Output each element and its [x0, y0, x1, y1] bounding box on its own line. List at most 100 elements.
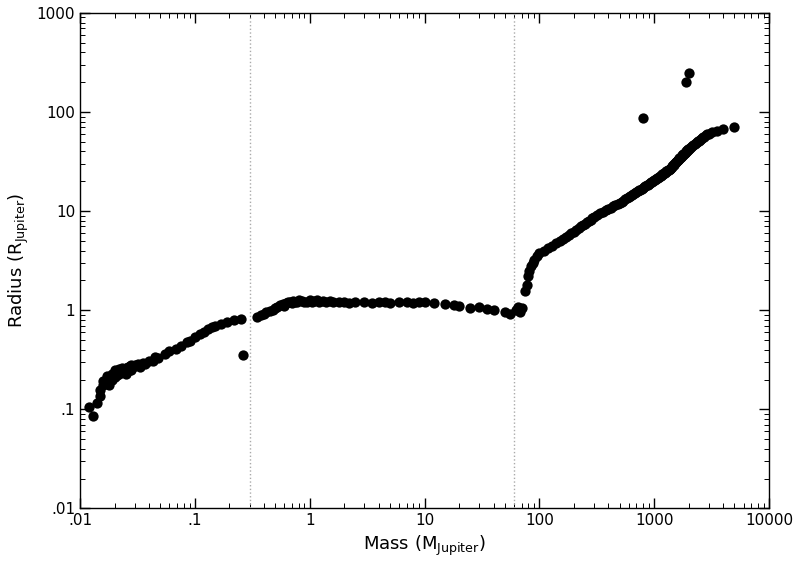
Point — [108, 373, 121, 382]
Point — [378, 298, 391, 307]
Point — [269, 303, 282, 312]
Point — [308, 296, 321, 305]
Point — [655, 171, 668, 180]
Point — [696, 133, 709, 142]
Point — [682, 68, 695, 77]
Point — [553, 237, 566, 246]
Point — [683, 144, 696, 153]
Point — [407, 298, 420, 307]
Point — [674, 153, 686, 162]
Point — [97, 376, 110, 385]
Point — [605, 203, 618, 212]
Point — [624, 192, 637, 201]
Point — [255, 311, 268, 320]
Point — [615, 197, 628, 206]
Point — [115, 364, 128, 373]
Point — [129, 360, 142, 370]
Point — [158, 349, 171, 358]
Point — [634, 185, 647, 194]
Point — [574, 222, 587, 231]
Point — [687, 141, 700, 150]
Point — [180, 337, 193, 346]
Point — [633, 186, 646, 195]
Point — [94, 386, 106, 395]
Point — [670, 158, 682, 167]
Point — [653, 172, 666, 181]
Point — [234, 314, 247, 323]
Point — [125, 360, 138, 370]
Point — [546, 241, 559, 250]
Point — [509, 306, 522, 315]
Point — [170, 344, 182, 353]
Point — [578, 219, 591, 228]
Point — [301, 298, 314, 307]
Point — [688, 140, 701, 149]
Point — [110, 366, 123, 375]
Point — [658, 168, 671, 177]
Point — [670, 157, 683, 166]
Point — [675, 151, 688, 160]
Point — [94, 392, 106, 401]
Point — [139, 360, 152, 369]
Point — [662, 165, 675, 174]
Point — [108, 366, 121, 375]
Point — [680, 146, 693, 155]
Point — [338, 297, 350, 306]
Point — [584, 215, 597, 224]
Point — [690, 138, 703, 147]
Point — [525, 262, 538, 271]
Point — [637, 183, 650, 192]
Point — [278, 302, 290, 311]
Point — [333, 298, 346, 307]
Point — [303, 295, 316, 304]
Point — [503, 309, 516, 318]
Point — [660, 167, 673, 176]
Point — [670, 157, 682, 166]
Point — [717, 124, 730, 133]
Point — [326, 297, 339, 306]
Point — [393, 297, 406, 306]
Point — [103, 381, 116, 390]
Point — [86, 412, 99, 421]
Point — [677, 150, 690, 159]
Point — [626, 190, 638, 199]
Point — [673, 154, 686, 163]
Point — [581, 218, 594, 227]
Point — [123, 361, 136, 370]
Point — [146, 356, 159, 365]
Point — [251, 312, 264, 321]
Point — [295, 296, 308, 305]
Point — [570, 225, 582, 234]
Point — [644, 179, 657, 188]
Point — [657, 170, 670, 179]
Point — [284, 298, 297, 307]
Point — [523, 266, 536, 275]
Point — [556, 235, 569, 244]
Point — [710, 126, 723, 135]
Point — [298, 297, 311, 306]
Point — [453, 302, 466, 311]
Point — [664, 164, 677, 173]
Point — [682, 144, 695, 153]
Point — [668, 159, 681, 168]
Point — [110, 371, 123, 380]
Point — [635, 184, 648, 193]
Point — [183, 336, 196, 345]
Point — [528, 255, 541, 264]
Point — [189, 332, 202, 341]
Point — [591, 210, 604, 219]
Point — [306, 298, 318, 307]
Point — [622, 193, 635, 202]
Point — [206, 323, 218, 332]
Point — [673, 155, 686, 164]
Point — [676, 151, 689, 160]
Point — [274, 301, 286, 310]
Point — [515, 303, 528, 312]
Point — [106, 375, 118, 384]
Point — [550, 238, 562, 247]
Point — [514, 307, 526, 316]
Point — [228, 315, 241, 324]
Point — [666, 161, 679, 170]
Point — [282, 297, 294, 306]
Point — [645, 178, 658, 187]
